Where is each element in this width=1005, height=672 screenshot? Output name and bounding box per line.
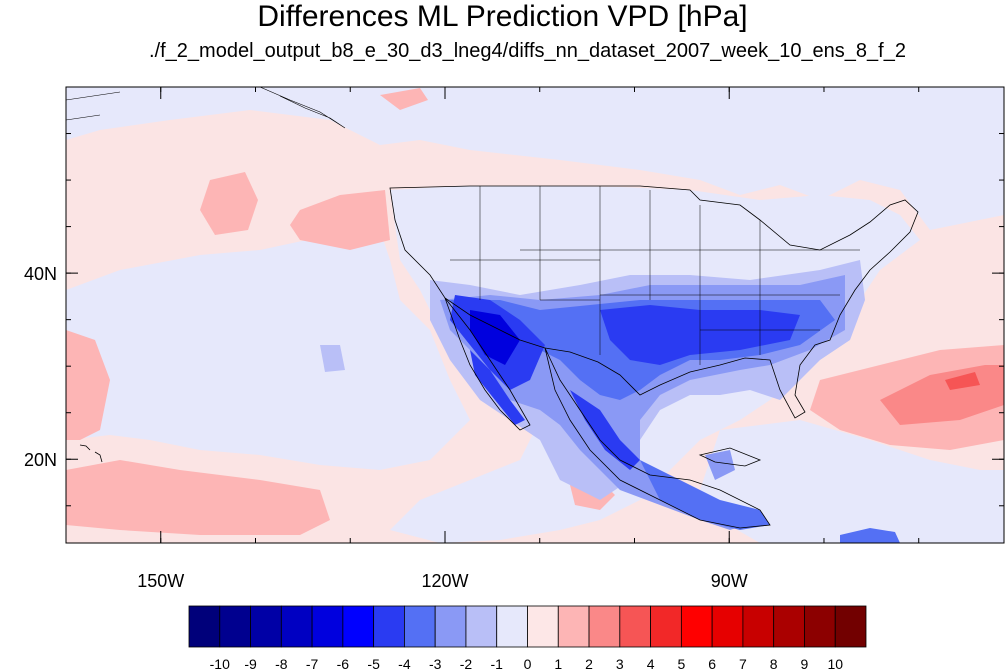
colorbar-label: 6 — [708, 656, 716, 672]
pacific-pink-patch-1 — [200, 172, 258, 235]
colorbar-label: 3 — [616, 656, 624, 672]
lat-tick-label: 40N — [24, 264, 57, 284]
colorbar-swatch — [373, 605, 405, 648]
colorbar-swatch — [496, 605, 528, 648]
colorbar-swatch — [465, 605, 498, 648]
baja-blue-strip — [470, 350, 525, 425]
colorbar-label: 2 — [585, 656, 593, 672]
colorbar-swatch — [650, 605, 682, 648]
north-pink-patch — [380, 88, 428, 110]
colorbar-swatch — [619, 605, 651, 648]
colorbar-swatch — [311, 605, 344, 648]
cuba-outline — [698, 447, 762, 467]
colorbar-swatch — [680, 605, 713, 648]
colorbar-swatch — [711, 605, 744, 648]
map-subtitle: ./f_2_model_output_b8_e_30_d3_lneg4/diff… — [149, 40, 906, 62]
colorbar-swatch — [219, 605, 251, 648]
colorbar-label: 1 — [554, 656, 562, 672]
southwest-darkest-blue-core — [470, 310, 520, 365]
colorbar-label: -9 — [244, 656, 257, 672]
pacific-small-blue — [320, 345, 345, 372]
colorbar-swatch — [280, 605, 313, 648]
lat-tick-label: 20N — [24, 450, 57, 470]
cuba-blue-patch — [705, 450, 735, 480]
west-pacific-pink-strip — [66, 330, 110, 440]
colorbar-label: -6 — [337, 656, 350, 672]
colorbar-swatch — [557, 605, 590, 648]
colorbar-swatch — [342, 605, 375, 648]
colorbar-label: -10 — [210, 656, 230, 672]
lon-tick-label: 150W — [137, 571, 184, 591]
colorbar-label: 7 — [739, 656, 747, 672]
colorbar-label: -7 — [306, 656, 319, 672]
colorbar-label: 4 — [647, 656, 655, 672]
colorbar-swatch — [188, 605, 221, 648]
colorbar-label: 5 — [677, 656, 685, 672]
colorbar-swatch — [773, 605, 805, 648]
colorbar-swatch — [404, 605, 436, 648]
colorbar-label: 0 — [524, 656, 532, 672]
colorbar-swatch — [588, 605, 621, 648]
mexico-outline — [444, 297, 771, 529]
colorbar-label: -4 — [398, 656, 411, 672]
mexico-interior-blue-core — [570, 390, 640, 470]
colorbar-label: 10 — [827, 656, 843, 672]
us-border-outline — [389, 185, 919, 419]
map-title: Differences ML Prediction VPD [hPa] — [257, 0, 748, 33]
southeast-corner-blue — [840, 528, 900, 543]
colorbar-swatch — [834, 605, 867, 648]
alaska-coast — [66, 87, 346, 129]
map-frame — [65, 86, 1005, 544]
lon-tick-label: 90W — [711, 571, 748, 591]
colorbar-label: -8 — [275, 656, 288, 672]
colorbar-swatch — [742, 605, 775, 648]
colorbar: -10 -9 -8 -7 -6 -5 -4 -3 -2 -1 0 1 2 3 4 5 6 7 8 9 10 — [188, 605, 867, 672]
colorbar-swatch — [804, 605, 836, 648]
colorbar-label: 9 — [801, 656, 809, 672]
south-pacific-pink-region — [66, 460, 330, 535]
colorbar-label: -2 — [460, 656, 473, 672]
north-pacific-light-blue-region — [66, 87, 1004, 230]
atlantic-dark-red-core — [945, 372, 980, 390]
colorbar-label: 8 — [770, 656, 778, 672]
coastline-and-borders — [66, 87, 919, 529]
colorbar-swatch — [527, 605, 559, 648]
central-pacific-light-blue-region — [66, 230, 470, 470]
state-lines — [450, 186, 860, 365]
colorbar-swatch — [250, 605, 282, 648]
colorbar-label: -3 — [429, 656, 442, 672]
caribbean-light-blue-region — [700, 420, 1004, 543]
axis-ticks: 150W 120W 90W 40N 20N — [24, 86, 1004, 591]
map-plot-area — [66, 87, 1004, 543]
colorbar-swatch — [434, 605, 467, 648]
lon-tick-label: 120W — [421, 571, 468, 591]
colorbar-label: -1 — [491, 656, 504, 672]
colorbar-label: -5 — [367, 656, 380, 672]
hawaii-islands — [79, 444, 103, 463]
pacific-pink-patch-2 — [290, 190, 390, 250]
